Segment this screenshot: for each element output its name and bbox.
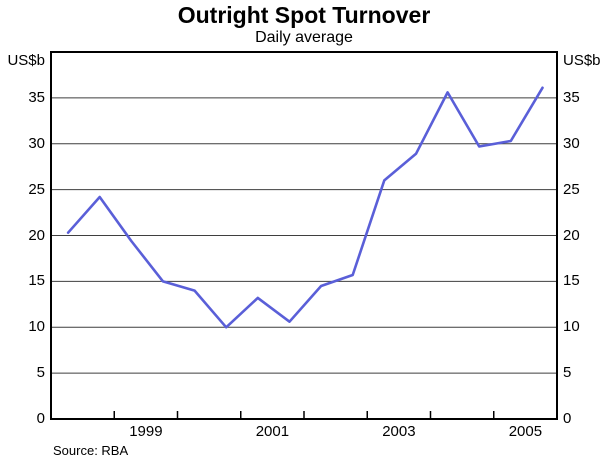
x-tick-label-2001: 2001 <box>255 423 290 440</box>
y-tick-label-left-10: 10 <box>28 318 45 336</box>
y-tick-label-left-30: 30 <box>28 134 45 152</box>
y-axis-unit-right: US$b <box>563 52 601 69</box>
y-tick-label-left-15: 15 <box>28 272 45 290</box>
y-tick-label-right-25: 25 <box>563 180 580 198</box>
y-tick-label-left-25: 25 <box>28 180 45 198</box>
y-tick-label-right-20: 20 <box>563 226 580 244</box>
chart-title: Outright Spot Turnover <box>177 2 431 28</box>
y-tick-label-left-35: 35 <box>28 88 45 106</box>
y-tick-label-left-5: 5 <box>36 364 45 382</box>
y-tick-label-left-20: 20 <box>28 226 45 244</box>
y-tick-label-right-10: 10 <box>563 318 580 336</box>
y-tick-label-right-30: 30 <box>563 134 580 152</box>
y-tick-label-right-15: 15 <box>563 272 580 290</box>
y-tick-label-right-35: 35 <box>563 88 580 106</box>
data-line-spot-turnover <box>66 86 544 329</box>
x-tick-label-2003: 2003 <box>382 423 416 440</box>
y-tick-label-right-5: 5 <box>563 364 572 382</box>
y-tick-label-right-0: 0 <box>563 410 572 427</box>
source-note: Source: RBA <box>53 443 129 458</box>
y-axis-unit-left: US$b <box>7 52 45 69</box>
x-tick-label-1999: 1999 <box>129 423 163 440</box>
y-tick-label-left-0: 0 <box>36 410 45 427</box>
chart-subtitle: Daily average <box>255 29 353 46</box>
x-tick-label-2005: 2005 <box>508 423 543 440</box>
